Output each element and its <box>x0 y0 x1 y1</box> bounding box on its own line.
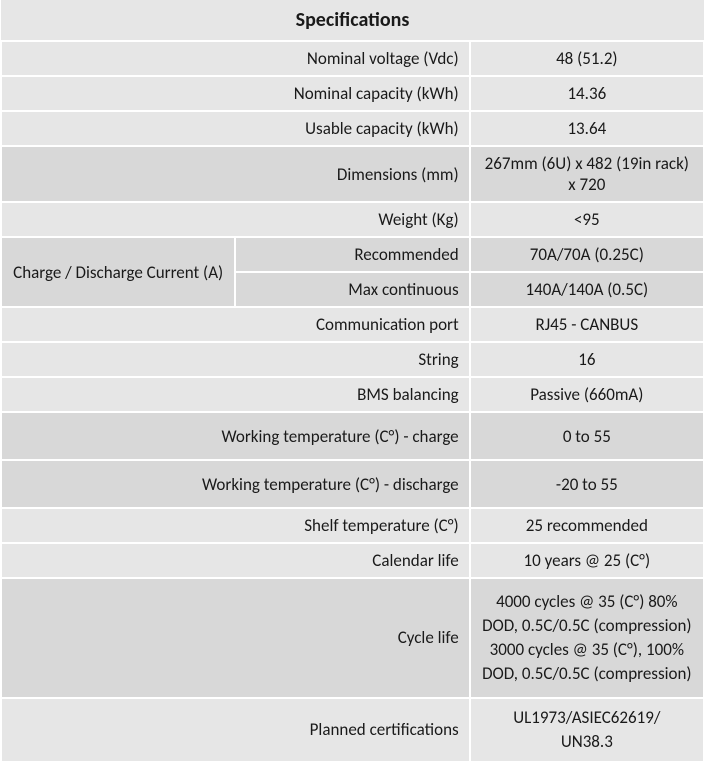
label-usable-capacity: Usable capacity (kWh) <box>1 111 470 146</box>
label-work-temp-charge: Working temperature (C°) - charge <box>1 412 470 460</box>
value-work-temp-discharge: -20 to 55 <box>470 460 704 508</box>
value-work-temp-charge: 0 to 55 <box>470 412 704 460</box>
label-charge-discharge-group: Charge / Discharge Current (A) <box>1 237 235 307</box>
label-work-temp-discharge: Working temperature (C°) - discharge <box>1 460 470 508</box>
value-cycle-life: 4000 cycles @ 35 (C°) 80% DOD, 0.5C/0.5C… <box>470 578 704 698</box>
value-weight: <95 <box>470 202 704 237</box>
label-recommended: Recommended <box>235 237 469 272</box>
table-title: Specifications <box>1 0 704 41</box>
label-nominal-voltage: Nominal voltage (Vdc) <box>1 41 470 76</box>
label-comm-port: Communication port <box>1 307 470 342</box>
label-bms: BMS balancing <box>1 377 470 412</box>
value-usable-capacity: 13.64 <box>470 111 704 146</box>
value-recommended: 70A/70A (0.25C) <box>470 237 704 272</box>
value-planned-cert: UL1973/ASIEC62619/ UN38.3 <box>470 698 704 762</box>
value-nominal-voltage: 48 (51.2) <box>470 41 704 76</box>
specifications-table: Specifications Nominal voltage (Vdc) 48 … <box>0 0 705 763</box>
label-max-continuous: Max continuous <box>235 272 469 307</box>
label-shelf-temp: Shelf temperature (C°) <box>1 508 470 543</box>
value-nominal-capacity: 14.36 <box>470 76 704 111</box>
label-string: String <box>1 342 470 377</box>
value-max-continuous: 140A/140A (0.5C) <box>470 272 704 307</box>
label-cycle-life: Cycle life <box>1 578 470 698</box>
label-nominal-capacity: Nominal capacity (kWh) <box>1 76 470 111</box>
label-weight: Weight (Kg) <box>1 202 470 237</box>
label-calendar-life: Calendar life <box>1 543 470 578</box>
value-bms: Passive (660mA) <box>470 377 704 412</box>
label-planned-cert: Planned certifications <box>1 698 470 762</box>
value-string: 16 <box>470 342 704 377</box>
value-comm-port: RJ45 - CANBUS <box>470 307 704 342</box>
value-shelf-temp: 25 recommended <box>470 508 704 543</box>
value-calendar-life: 10 years @ 25 (C°) <box>470 543 704 578</box>
value-dimensions: 267mm (6U) x 482 (19in rack) x 720 <box>470 146 704 202</box>
label-dimensions: Dimensions (mm) <box>1 146 470 202</box>
